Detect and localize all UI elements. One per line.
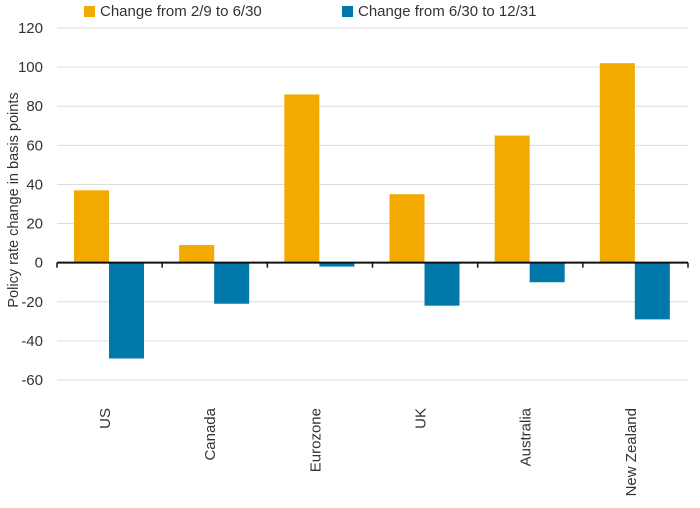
bar-eurozone-series-2 bbox=[319, 262, 355, 267]
x-tick-label: Eurozone bbox=[307, 408, 324, 472]
y-tick-label: 100 bbox=[18, 59, 43, 76]
legend-item-series-1: Change from 2/9 to 6/30 bbox=[84, 3, 262, 20]
bar-canada-series-1 bbox=[179, 245, 215, 263]
bar-us-series-1 bbox=[74, 190, 109, 263]
bar-canada-series-2 bbox=[214, 262, 250, 304]
bar-uk-series-2 bbox=[424, 262, 460, 306]
y-tick-label: 20 bbox=[26, 216, 43, 233]
y-tick-label: 40 bbox=[26, 176, 43, 193]
x-tick-label: Australia bbox=[518, 407, 535, 466]
y-tick-label: 80 bbox=[26, 98, 43, 115]
legend-label-series-2: Change from 6/30 to 12/31 bbox=[358, 3, 537, 20]
legend-swatch-series-1 bbox=[84, 6, 95, 17]
bar-new-zealand-series-1 bbox=[599, 63, 635, 263]
x-tick-label: New Zealand bbox=[623, 408, 640, 496]
y-tick-label: -40 bbox=[21, 333, 43, 350]
bar-us-series-2 bbox=[109, 262, 144, 359]
legend-swatch-series-2 bbox=[342, 6, 353, 17]
x-tick-label: UK bbox=[413, 408, 430, 429]
bar-new-zealand-series-2 bbox=[634, 262, 670, 320]
bar-australia-series-2 bbox=[529, 262, 565, 283]
y-tick-label: 60 bbox=[26, 137, 43, 154]
legend-item-series-2: Change from 6/30 to 12/31 bbox=[342, 3, 536, 20]
y-tick-label: -60 bbox=[21, 372, 43, 389]
y-tick-label: 120 bbox=[18, 20, 43, 37]
bar-eurozone-series-1 bbox=[284, 94, 320, 263]
bar-australia-series-1 bbox=[494, 135, 530, 263]
y-tick-label: 0 bbox=[35, 255, 43, 272]
bar-uk-series-1 bbox=[389, 194, 425, 263]
x-tick-label: Canada bbox=[202, 407, 219, 460]
x-tick-label: US bbox=[97, 408, 114, 429]
chart-legend: Change from 2/9 to 6/30 Change from 6/30… bbox=[0, 3, 700, 23]
legend-label-series-1: Change from 2/9 to 6/30 bbox=[100, 3, 262, 20]
y-tick-label: -20 bbox=[21, 294, 43, 311]
